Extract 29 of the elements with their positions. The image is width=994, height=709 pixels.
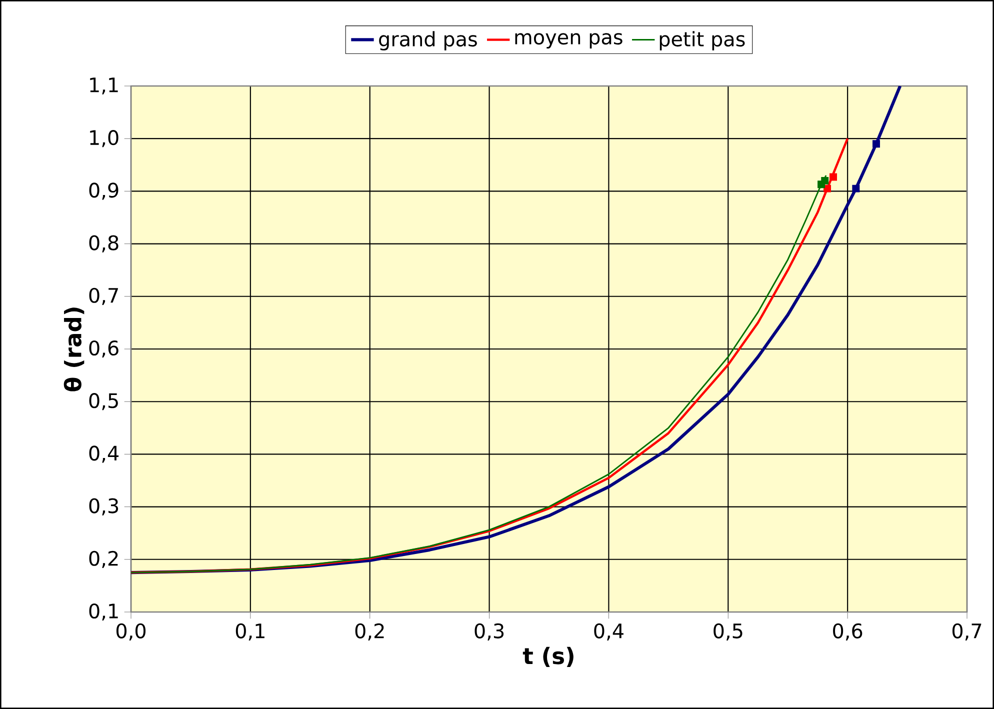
y-tick-label: 0,4 — [89, 446, 119, 463]
x-tick-label: 0,4 — [594, 623, 624, 640]
y-tick-label: 1,0 — [90, 130, 118, 148]
point — [830, 173, 837, 181]
point — [872, 140, 880, 148]
legend-label: moyen pas — [515, 33, 622, 48]
y-tick-label: 0,5 — [89, 393, 118, 410]
y-tick-label: 0,1 — [89, 603, 118, 621]
point — [821, 176, 829, 184]
x-tick-label: 0,6 — [833, 623, 862, 640]
y-axis-title: θ (rad) — [64, 308, 84, 392]
y-tick-label: 1,1 — [90, 78, 118, 94]
y-tick-label: 0,7 — [89, 288, 118, 305]
x-tick-label: 0,2 — [355, 623, 384, 640]
x-tick-label: 0,0 — [116, 623, 146, 640]
x-tick-label: 0,3 — [474, 623, 504, 640]
x-tick-label: 0,1 — [236, 623, 264, 640]
y-tick-label: 0,8 — [89, 235, 118, 252]
y-tick-label: 0,9 — [89, 182, 118, 200]
legend-label: grand pas — [379, 31, 477, 50]
x-axis-title: t (s) — [522, 646, 574, 668]
point — [852, 184, 860, 192]
y-tick-label: 0,2 — [89, 550, 118, 568]
legend-label: petit pas — [660, 31, 745, 50]
point — [824, 184, 831, 192]
y-tick-label: 0,6 — [89, 340, 118, 358]
x-tick-label: 0,5 — [714, 623, 742, 640]
x-tick-label: 0,7 — [952, 623, 982, 640]
y-tick-label: 0,3 — [89, 498, 118, 516]
